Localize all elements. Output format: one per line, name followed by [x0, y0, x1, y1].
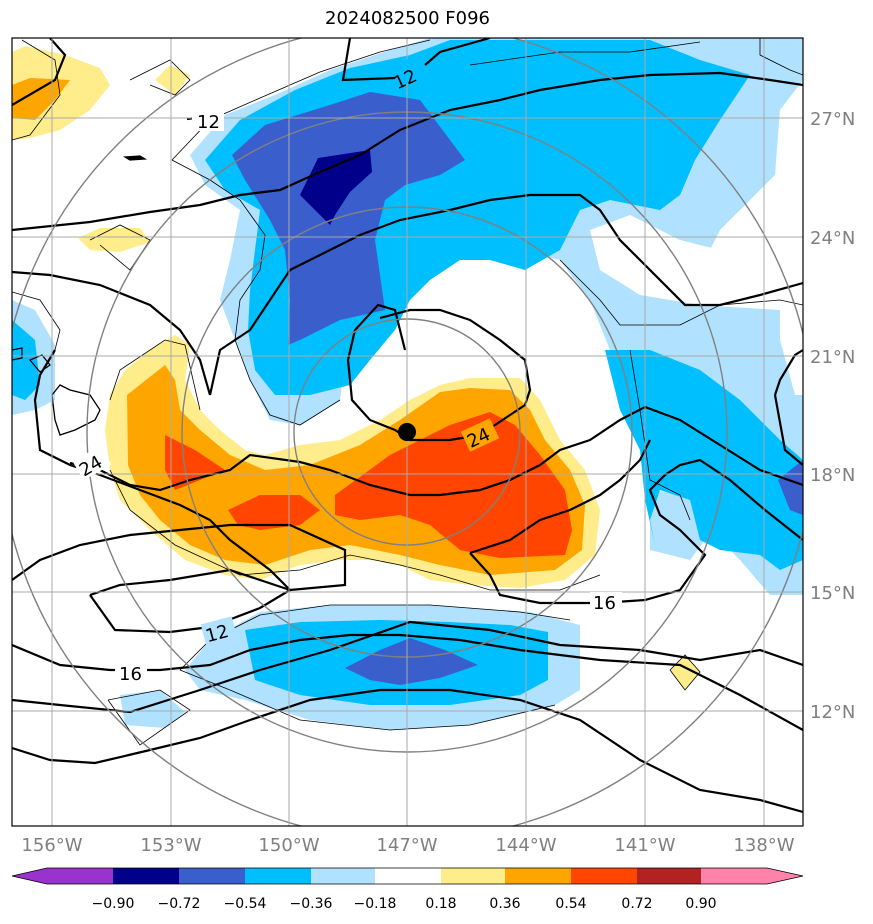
- colorbar-lower-extension: [12, 868, 47, 884]
- lat-label-27n: 27°N: [810, 109, 855, 130]
- colorbar-bin-7: [505, 868, 571, 884]
- graticule: [12, 38, 803, 826]
- colorbar-bin-8: [571, 868, 637, 884]
- colorbar-tick-0: −0.90: [92, 896, 135, 912]
- latitude-labels: 27°N 24°N 21°N 18°N 15°N 12°N: [810, 109, 855, 723]
- colorbar-bin-4: [311, 868, 375, 884]
- lon-label-153w: 153°W: [140, 835, 201, 856]
- longitude-labels: 156°W 153°W 150°W 147°W 144°W 141°W 138°…: [21, 835, 794, 856]
- colorbar: −0.90 −0.72 −0.54 −0.36 −0.18 0.18 0.36 …: [11, 867, 804, 912]
- contour-label-16-west: 16: [119, 664, 142, 685]
- colorbar-tick-8: 0.72: [621, 896, 652, 912]
- thick-contour-lines: [12, 38, 803, 814]
- lat-label-21n: 21°N: [810, 347, 855, 368]
- colorbar-bin-5: [375, 868, 441, 884]
- dark-navy-region: [300, 150, 372, 225]
- map-title: 2024082500 F096: [325, 8, 490, 29]
- colorbar-tick-4: −0.18: [354, 896, 397, 912]
- thin-contour-lines: [12, 38, 803, 746]
- lat-label-15n: 15°N: [810, 583, 855, 604]
- storm-center-marker: [398, 423, 416, 441]
- colorbar-tick-3: −0.36: [290, 896, 333, 912]
- colorbar-bin-9: [637, 868, 701, 884]
- colorbar-bin-6: [441, 868, 505, 884]
- lat-label-12n: 12°N: [810, 702, 855, 723]
- map-frame: [11, 37, 804, 827]
- contour-label-16-east: 16: [593, 593, 616, 614]
- colorbar-tick-2: −0.54: [224, 896, 267, 912]
- mid-orange-red-region: [228, 495, 320, 530]
- colorbar-outline: [11, 867, 804, 885]
- east-deep-sky-region: [605, 350, 803, 570]
- colorbar-tick-9: 0.90: [685, 896, 716, 912]
- west-deep-sky-sliver: [12, 320, 40, 400]
- lat-label-18n: 18°N: [810, 465, 855, 486]
- colorbar-tick-1: −0.72: [158, 896, 201, 912]
- colorbar-bin-0: [47, 868, 113, 884]
- orange-red-fill: [165, 412, 572, 558]
- white-east-gap: [590, 215, 803, 320]
- small-yellow-blob-2: [78, 228, 150, 252]
- colorbar-bin-3: [245, 868, 311, 884]
- colorbar-tick-7: 0.54: [555, 896, 586, 912]
- lon-label-138w: 138°W: [733, 835, 794, 856]
- lat-label-24n: 24°N: [810, 228, 855, 249]
- colorbar-bin-2: [179, 868, 245, 884]
- colorbar-bin-1: [113, 868, 179, 884]
- hawaii-coastline: [12, 155, 148, 436]
- northwest-orange-region: [12, 78, 70, 120]
- west-orange-red-region: [165, 435, 225, 490]
- lon-label-150w: 150°W: [258, 835, 319, 856]
- lon-label-147w: 147°W: [376, 835, 437, 856]
- colorbar-bin-10: [701, 868, 767, 884]
- lon-label-156w: 156°W: [21, 835, 82, 856]
- lon-label-141w: 141°W: [614, 835, 675, 856]
- colorbar-tick-5: 0.18: [425, 896, 456, 912]
- south-royal-blue-region: [345, 638, 478, 685]
- lon-label-144w: 144°W: [495, 835, 556, 856]
- colorbar-upper-extension: [767, 868, 803, 884]
- contour-label-12-west: 12: [197, 112, 220, 133]
- small-yellow-blob-1: [155, 65, 190, 95]
- east-orange-red-region: [335, 412, 572, 558]
- colorbar-tick-6: 0.36: [489, 896, 520, 912]
